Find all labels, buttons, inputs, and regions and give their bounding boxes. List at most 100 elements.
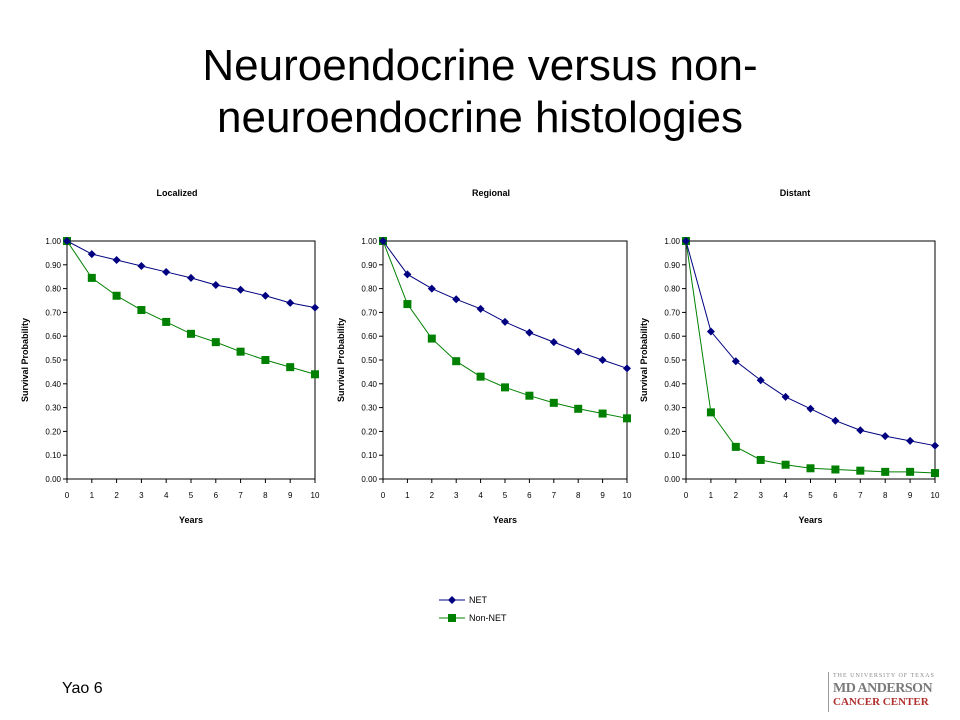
logo-main-text: MD ANDERSON — [833, 681, 933, 696]
data-point-localized-net-1 — [87, 250, 96, 259]
x-tick-label-localized-10: 10 — [311, 491, 320, 500]
y-tick-label-localized-3: 0.30 — [45, 404, 61, 413]
x-tick-label-localized-2: 2 — [114, 491, 119, 500]
y-tick-label-localized-6: 0.60 — [45, 332, 61, 341]
x-tick-label-distant-8: 8 — [883, 491, 888, 500]
data-point-regional-non-net-7 — [549, 398, 558, 407]
y-tick-label-regional-6: 0.60 — [361, 332, 377, 341]
y-tick-label-distant-3: 0.30 — [664, 404, 680, 413]
data-point-distant-net-8 — [881, 432, 890, 441]
x-tick-label-distant-6: 6 — [833, 491, 838, 500]
y-tick-label-regional-0: 0.00 — [361, 475, 377, 484]
data-point-localized-non-net-1 — [87, 273, 96, 282]
y-tick-label-localized-2: 0.20 — [45, 427, 61, 436]
x-tick-label-regional-3: 3 — [454, 491, 459, 500]
x-tick-label-distant-9: 9 — [908, 491, 913, 500]
x-tick-label-distant-1: 1 — [709, 491, 714, 500]
y-tick-label-localized-7: 0.70 — [45, 308, 61, 317]
y-tick-label-regional-5: 0.50 — [361, 356, 377, 365]
logo-sub-text: CANCER CENTER — [833, 696, 929, 708]
data-point-distant-net-0 — [682, 237, 690, 245]
data-point-distant-net-9 — [906, 436, 915, 445]
x-tick-label-localized-1: 1 — [90, 491, 95, 500]
data-point-localized-net-2 — [112, 256, 121, 265]
y-axis-label-regional: Survival Probability — [336, 318, 346, 402]
data-point-distant-non-net-4 — [781, 460, 790, 469]
data-point-regional-non-net-5 — [501, 383, 509, 392]
slide-title: Neuroendocrine versus non- neuroendocrin… — [0, 40, 960, 144]
y-tick-label-localized-1: 0.10 — [45, 451, 61, 460]
data-point-localized-net-6 — [211, 281, 220, 290]
data-point-distant-non-net-3 — [756, 455, 765, 464]
data-point-regional-net-10 — [623, 364, 631, 373]
legend-marker-non-net — [448, 614, 456, 622]
y-tick-label-localized-5: 0.50 — [45, 356, 61, 365]
data-point-localized-non-net-3 — [137, 306, 146, 315]
chart-title-distant: Distant — [780, 188, 811, 198]
data-point-regional-net-9 — [598, 356, 607, 364]
x-tick-label-localized-0: 0 — [65, 491, 70, 500]
data-point-regional-non-net-9 — [598, 409, 607, 418]
data-point-regional-non-net-10 — [623, 414, 631, 423]
data-point-localized-non-net-4 — [162, 317, 171, 326]
series-line-regional-net — [382, 240, 628, 369]
data-point-distant-net-3 — [756, 376, 765, 385]
data-point-distant-non-net-10 — [931, 469, 939, 478]
x-tick-label-distant-2: 2 — [734, 491, 739, 500]
data-point-regional-net-0 — [379, 237, 387, 245]
data-point-localized-net-5 — [187, 273, 195, 282]
data-point-distant-non-net-9 — [906, 467, 915, 476]
x-tick-label-regional-2: 2 — [430, 491, 435, 500]
x-axis-label-regional: Years — [493, 515, 517, 525]
data-point-regional-non-net-2 — [427, 334, 436, 343]
data-point-localized-non-net-2 — [112, 291, 121, 300]
x-tick-label-distant-4: 4 — [783, 491, 788, 500]
y-tick-label-localized-8: 0.80 — [45, 285, 61, 294]
data-point-distant-non-net-8 — [881, 467, 890, 476]
y-tick-label-distant-1: 0.10 — [664, 451, 680, 460]
y-tick-label-distant-8: 0.80 — [664, 285, 680, 294]
data-point-localized-non-net-5 — [187, 329, 195, 338]
data-point-regional-non-net-4 — [476, 372, 485, 381]
y-axis-label-distant: Survival Probability — [639, 318, 649, 402]
x-axis-label-distant: Years — [798, 515, 822, 525]
data-point-distant-net-5 — [806, 404, 815, 413]
data-point-regional-net-1 — [403, 270, 412, 279]
data-point-distant-net-2 — [731, 357, 740, 366]
data-point-localized-non-net-7 — [236, 347, 245, 356]
data-point-localized-net-3 — [137, 261, 146, 270]
data-point-distant-net-7 — [856, 426, 865, 435]
series-line-distant-net — [685, 240, 936, 447]
data-point-distant-non-net-1 — [706, 408, 715, 417]
data-point-localized-net-0 — [63, 237, 71, 245]
y-tick-label-localized-0: 0.00 — [45, 475, 61, 484]
data-point-distant-net-6 — [831, 416, 840, 425]
data-point-distant-non-net-5 — [806, 464, 815, 473]
y-tick-label-regional-9: 0.90 — [361, 261, 377, 270]
x-tick-label-distant-7: 7 — [858, 491, 863, 500]
x-tick-label-localized-6: 6 — [214, 491, 219, 500]
data-point-distant-net-10 — [931, 441, 939, 450]
y-tick-label-regional-1: 0.10 — [361, 451, 377, 460]
y-axis-label-localized: Survival Probability — [20, 318, 30, 402]
y-tick-label-localized-4: 0.40 — [45, 380, 61, 389]
x-tick-label-regional-8: 8 — [576, 491, 581, 500]
plot-area-distant — [685, 240, 936, 480]
x-tick-label-localized-8: 8 — [263, 491, 268, 500]
x-tick-label-distant-0: 0 — [684, 491, 689, 500]
data-point-regional-net-8 — [574, 347, 583, 356]
x-tick-label-regional-4: 4 — [478, 491, 483, 500]
x-axis-label-localized: Years — [179, 515, 203, 525]
y-tick-label-distant-10: 1.00 — [664, 237, 680, 246]
data-point-localized-net-10 — [311, 303, 319, 312]
data-point-regional-net-7 — [549, 338, 558, 347]
x-tick-label-regional-9: 9 — [600, 491, 605, 500]
y-tick-label-localized-10: 1.00 — [45, 237, 61, 246]
data-point-regional-net-5 — [501, 317, 509, 326]
data-point-regional-non-net-3 — [452, 357, 461, 366]
x-tick-label-distant-3: 3 — [758, 491, 763, 500]
slide-footer: Yao 6 — [62, 680, 103, 697]
data-point-distant-non-net-7 — [856, 466, 865, 475]
y-tick-label-localized-9: 0.90 — [45, 261, 61, 270]
